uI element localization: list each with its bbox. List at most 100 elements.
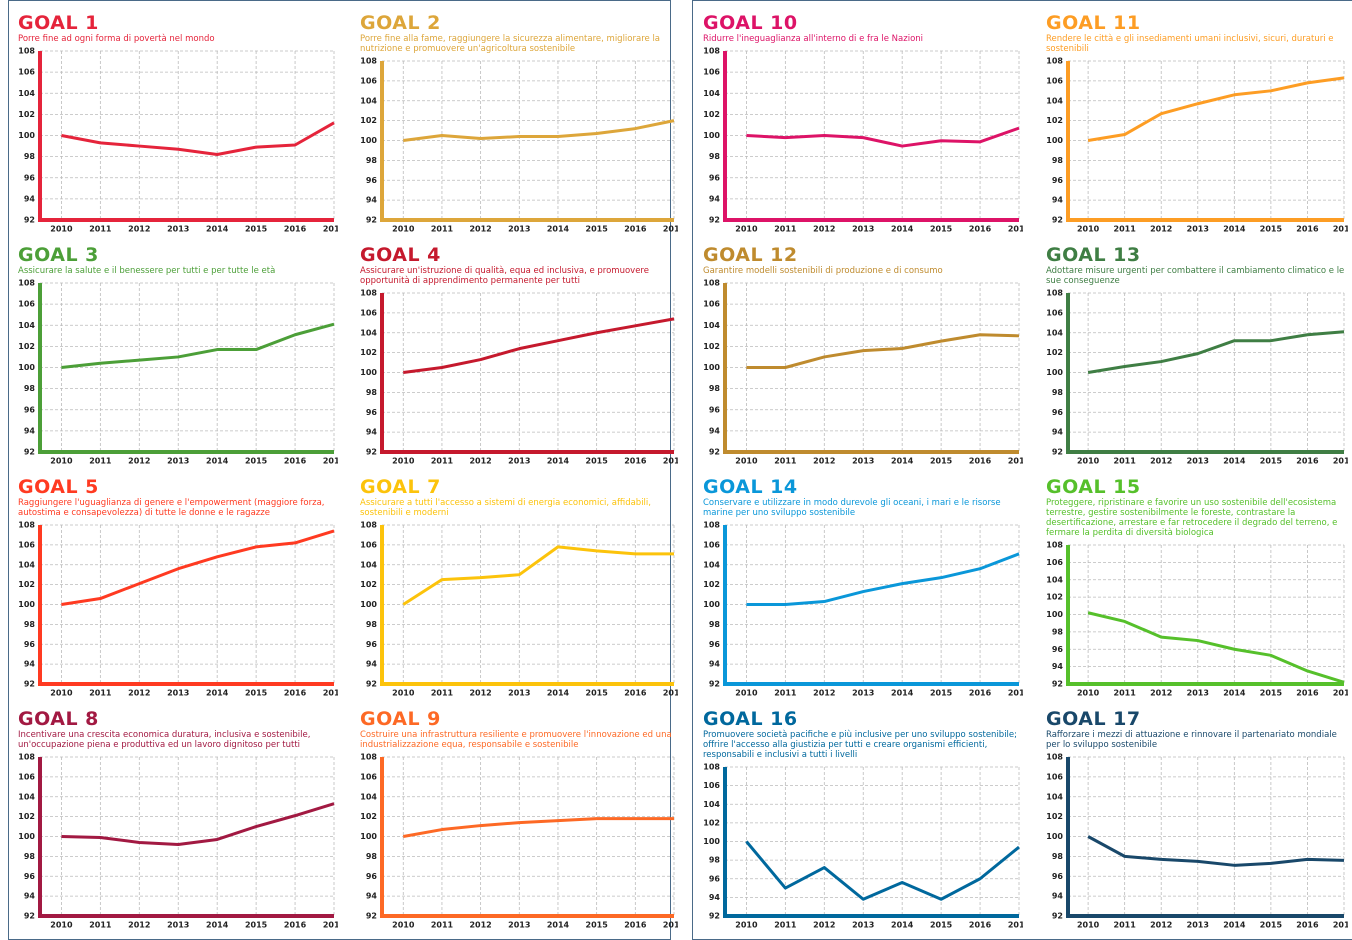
x-tick-label: 2011 <box>774 689 797 698</box>
x-tick-label: 2014 <box>891 457 914 466</box>
x-tick-label: 2016 <box>1296 689 1319 698</box>
chart-title: GOAL 10 <box>703 12 798 34</box>
y-tick-label: 92 <box>1052 680 1063 689</box>
x-tick-label: 2017 <box>1008 921 1023 930</box>
y-tick-label: 100 <box>1046 368 1063 377</box>
x-tick-label: 2017 <box>1333 457 1348 466</box>
chart-subtitle: Rafforzare i mezzi di attuazione e rinno… <box>1046 730 1337 750</box>
data-line <box>403 317 675 374</box>
y-tick-label: 92 <box>1052 216 1063 225</box>
y-tick-label: 100 <box>360 832 377 841</box>
x-tick-label: 2013 <box>1187 689 1209 698</box>
x-tick-label: 2014 <box>206 225 229 234</box>
y-tick-label: 100 <box>360 136 377 145</box>
y-tick-label: 98 <box>24 152 36 161</box>
y-tick-label: 106 <box>360 76 377 85</box>
plot: 92 94 96 98 100 102 104 106 108 2010 2011 2012 2013 2… <box>703 763 1023 930</box>
x-tick-label: 2010 <box>1077 225 1100 234</box>
plot: 92 94 96 98 100 102 104 106 108 2010 2011 2012 2013 2… <box>18 279 338 466</box>
x-tick-label: 2015 <box>245 689 268 698</box>
x-tick-label: 2013 <box>508 689 530 698</box>
x-tick-label: 2013 <box>852 921 874 930</box>
y-tick-label: 100 <box>1046 136 1063 145</box>
y-tick-label: 96 <box>24 640 36 649</box>
x-tick-label: 2011 <box>431 457 454 466</box>
x-tick-label: 2012 <box>469 921 491 930</box>
chart-subtitle: Conservare e utilizzare in modo durevole… <box>703 498 1001 518</box>
y-tick-label: 92 <box>366 448 377 457</box>
y-tick-label: 94 <box>24 426 36 435</box>
x-tick-label: 2012 <box>469 689 491 698</box>
data-line <box>61 529 335 606</box>
y-tick-label: 96 <box>366 176 378 185</box>
x-tick-label: 2010 <box>392 921 415 930</box>
x-tick-label: 2010 <box>50 689 73 698</box>
y-tick-label: 96 <box>709 173 721 182</box>
x-tick-label: 2011 <box>1114 225 1137 234</box>
y-tick-label: 98 <box>709 384 721 393</box>
y-tick-label: 106 <box>360 772 377 781</box>
chart-subtitle: Assicurare a tutti l'accesso a sistemi d… <box>360 498 651 518</box>
x-tick-label: 2016 <box>1296 457 1319 466</box>
x-tick-label: 2016 <box>284 225 307 234</box>
y-tick-label: 98 <box>1052 156 1064 165</box>
y-tick-label: 104 <box>703 89 720 98</box>
chart: GOAL 15 Proteggere, ripristinare e favori… <box>1046 476 1348 698</box>
y-tick-label: 96 <box>24 173 36 182</box>
x-tick-label: 2011 <box>774 457 797 466</box>
data-line <box>403 817 674 838</box>
y-tick-label: 102 <box>703 342 720 351</box>
y-tick-label: 100 <box>1046 832 1063 841</box>
x-tick-label: 2012 <box>1150 225 1172 234</box>
plot: 92 94 96 98 100 102 104 106 108 2010 2011 2012 2013 2… <box>360 57 678 234</box>
chart-title: GOAL 9 <box>360 708 441 730</box>
x-tick-label: 2017 <box>663 921 678 930</box>
y-tick-label: 92 <box>24 680 35 689</box>
chart: GOAL 16 Promuovere società pacifiche e pi… <box>703 708 1023 930</box>
y-tick-label: 104 <box>703 321 720 330</box>
y-tick-label: 96 <box>1052 645 1064 654</box>
x-tick-label: 2010 <box>735 921 758 930</box>
y-tick-label: 94 <box>366 892 378 901</box>
x-tick-label: 2016 <box>969 689 992 698</box>
y-tick-label: 94 <box>1052 662 1064 671</box>
y-tick-label: 94 <box>1052 196 1064 205</box>
y-tick-label: 100 <box>18 363 35 372</box>
x-tick-label: 2015 <box>586 689 609 698</box>
y-tick-label: 96 <box>366 640 378 649</box>
x-tick-label: 2014 <box>547 689 570 698</box>
chart-subtitle: Incentivare una crescita economica durat… <box>18 730 311 750</box>
chart-title: GOAL 14 <box>703 476 798 498</box>
y-tick-label: 104 <box>360 560 377 569</box>
x-tick-label: 2013 <box>508 457 530 466</box>
x-tick-label: 2014 <box>891 921 914 930</box>
y-tick-label: 102 <box>360 348 377 357</box>
data-line <box>61 121 335 157</box>
x-tick-label: 2017 <box>1333 225 1348 234</box>
x-tick-label: 2011 <box>431 921 454 930</box>
chart: GOAL 4 Assicurare un'istruzione di qualit… <box>360 244 678 466</box>
plot: 92 94 96 98 100 102 104 106 108 2010 2011 2012 2013 2… <box>703 521 1023 698</box>
y-tick-label: 102 <box>18 110 35 119</box>
y-tick-label: 106 <box>1046 76 1063 85</box>
y-tick-label: 100 <box>18 832 35 841</box>
x-tick-label: 2016 <box>969 225 992 234</box>
y-tick-label: 106 <box>1046 558 1063 567</box>
y-tick-label: 94 <box>24 892 36 901</box>
y-tick-label: 102 <box>1046 593 1063 602</box>
x-tick-label: 2012 <box>128 921 150 930</box>
y-tick-label: 104 <box>18 792 35 801</box>
data-line <box>745 840 1020 901</box>
x-tick-label: 2015 <box>1260 457 1283 466</box>
x-tick-label: 2017 <box>323 225 338 234</box>
chart-subtitle: Rendere le città e gli insediamenti uman… <box>1046 34 1334 54</box>
chart: GOAL 1 Porre fine ad ogni forma di povert… <box>18 12 338 234</box>
y-tick-label: 98 <box>24 384 36 393</box>
x-tick-label: 2014 <box>1223 689 1246 698</box>
x-tick-label: 2010 <box>735 225 758 234</box>
y-tick-label: 96 <box>709 640 721 649</box>
y-tick-label: 100 <box>1046 610 1063 619</box>
x-tick-label: 2015 <box>930 457 953 466</box>
x-tick-label: 2013 <box>852 457 874 466</box>
y-tick-label: 92 <box>709 448 720 457</box>
